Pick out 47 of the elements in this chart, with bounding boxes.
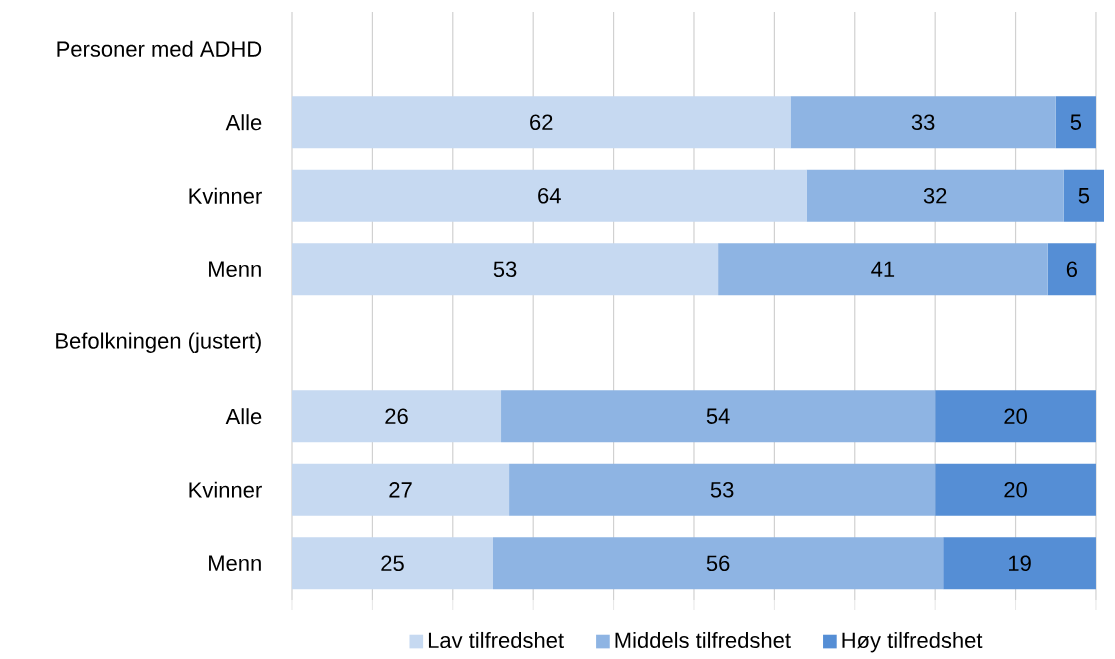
bar [509, 463, 936, 516]
bar [935, 390, 1096, 443]
data-label: 25 [381, 555, 404, 571]
data-label: 26 [385, 408, 408, 424]
data-label: 32 [923, 187, 947, 204]
y-tick-label: Menn [209, 261, 261, 277]
legend-label: Lav tilfredshet [428, 631, 564, 649]
bar [935, 463, 1096, 516]
data-label: 53 [710, 481, 734, 498]
data-label: 41 [871, 261, 895, 277]
y-tick-label: Kvinner [189, 481, 262, 498]
bar [501, 390, 936, 443]
data-label: 20 [1004, 408, 1027, 424]
bar [292, 537, 493, 590]
data-label: 19 [1009, 555, 1031, 571]
bar [292, 390, 502, 443]
y-tick-label: Personer med ADHD [57, 40, 262, 57]
bar [292, 243, 719, 296]
y-tick-label: Alle [225, 408, 262, 425]
data-label: 62 [530, 114, 553, 130]
bar [1063, 169, 1105, 222]
bar [492, 537, 944, 590]
data-label: 5 [1078, 188, 1090, 204]
data-label: 64 [538, 187, 561, 204]
data-label: 6 [1066, 261, 1077, 277]
legend-label: Høy tilfredshet [842, 631, 983, 653]
y-tick-label: Kvinner [189, 187, 262, 204]
data-label: 33 [911, 114, 935, 130]
data-label: 27 [389, 482, 412, 498]
bar [943, 537, 1096, 590]
data-label: 53 [493, 261, 517, 277]
y-tick-label: Menn [209, 555, 261, 571]
bar [1055, 96, 1096, 149]
data-label: 56 [706, 555, 730, 571]
bar [292, 463, 510, 516]
bar [292, 169, 807, 222]
data-label: 54 [706, 408, 730, 424]
legend-label: Middels tilfredshet [615, 631, 791, 649]
y-tick-label: Befolkningen (justert) [56, 332, 261, 353]
data-label: 20 [1004, 481, 1027, 498]
y-tick-label: Alle [225, 114, 262, 131]
bar [292, 96, 791, 149]
data-label: 5 [1070, 114, 1082, 130]
bar [1047, 243, 1096, 296]
bar [790, 96, 1056, 149]
bar [806, 169, 1064, 222]
bar [718, 243, 1048, 296]
